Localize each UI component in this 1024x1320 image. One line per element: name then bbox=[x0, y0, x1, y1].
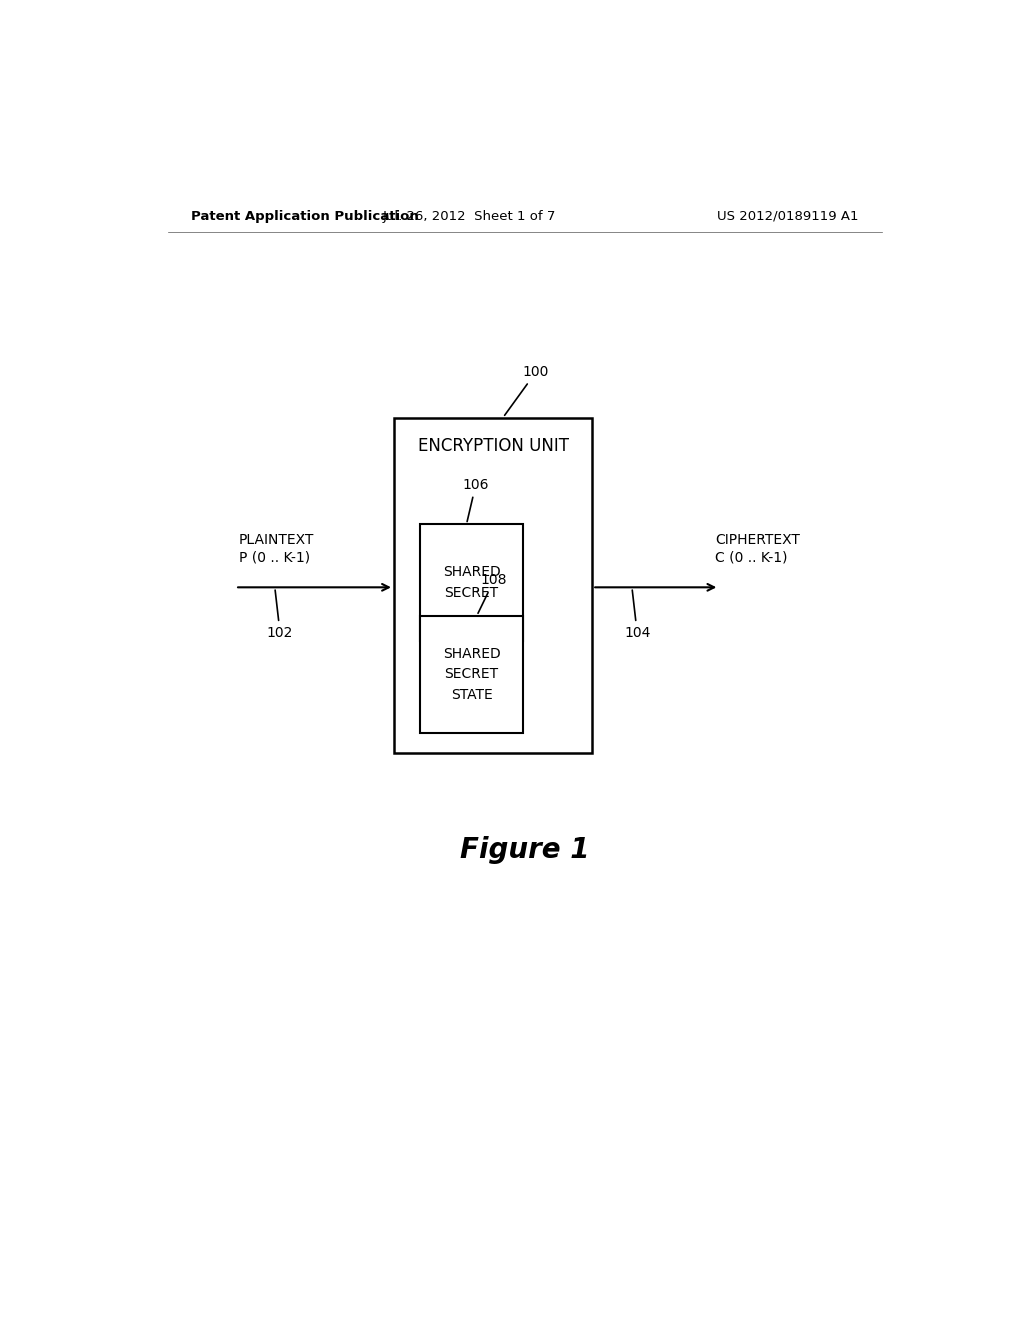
Text: Jul. 26, 2012  Sheet 1 of 7: Jul. 26, 2012 Sheet 1 of 7 bbox=[383, 210, 556, 223]
Text: 108: 108 bbox=[478, 573, 507, 614]
Text: Figure 1: Figure 1 bbox=[460, 836, 590, 863]
Text: 104: 104 bbox=[624, 590, 650, 640]
Text: 100: 100 bbox=[505, 364, 549, 416]
Text: PLAINTEXT
P (0 .. K-1): PLAINTEXT P (0 .. K-1) bbox=[240, 532, 314, 565]
Text: Patent Application Publication: Patent Application Publication bbox=[191, 210, 419, 223]
Text: ENCRYPTION UNIT: ENCRYPTION UNIT bbox=[418, 437, 568, 455]
Text: 106: 106 bbox=[463, 478, 489, 521]
Text: SHARED
SECRET
STATE: SHARED SECRET STATE bbox=[442, 647, 501, 702]
Bar bbox=[420, 615, 523, 733]
Bar bbox=[420, 524, 523, 642]
Text: SHARED
SECRET: SHARED SECRET bbox=[442, 565, 501, 601]
Text: CIPHERTEXT
C (0 .. K-1): CIPHERTEXT C (0 .. K-1) bbox=[715, 532, 800, 565]
Text: 102: 102 bbox=[267, 590, 293, 640]
Bar bbox=[394, 417, 592, 752]
Text: US 2012/0189119 A1: US 2012/0189119 A1 bbox=[717, 210, 858, 223]
